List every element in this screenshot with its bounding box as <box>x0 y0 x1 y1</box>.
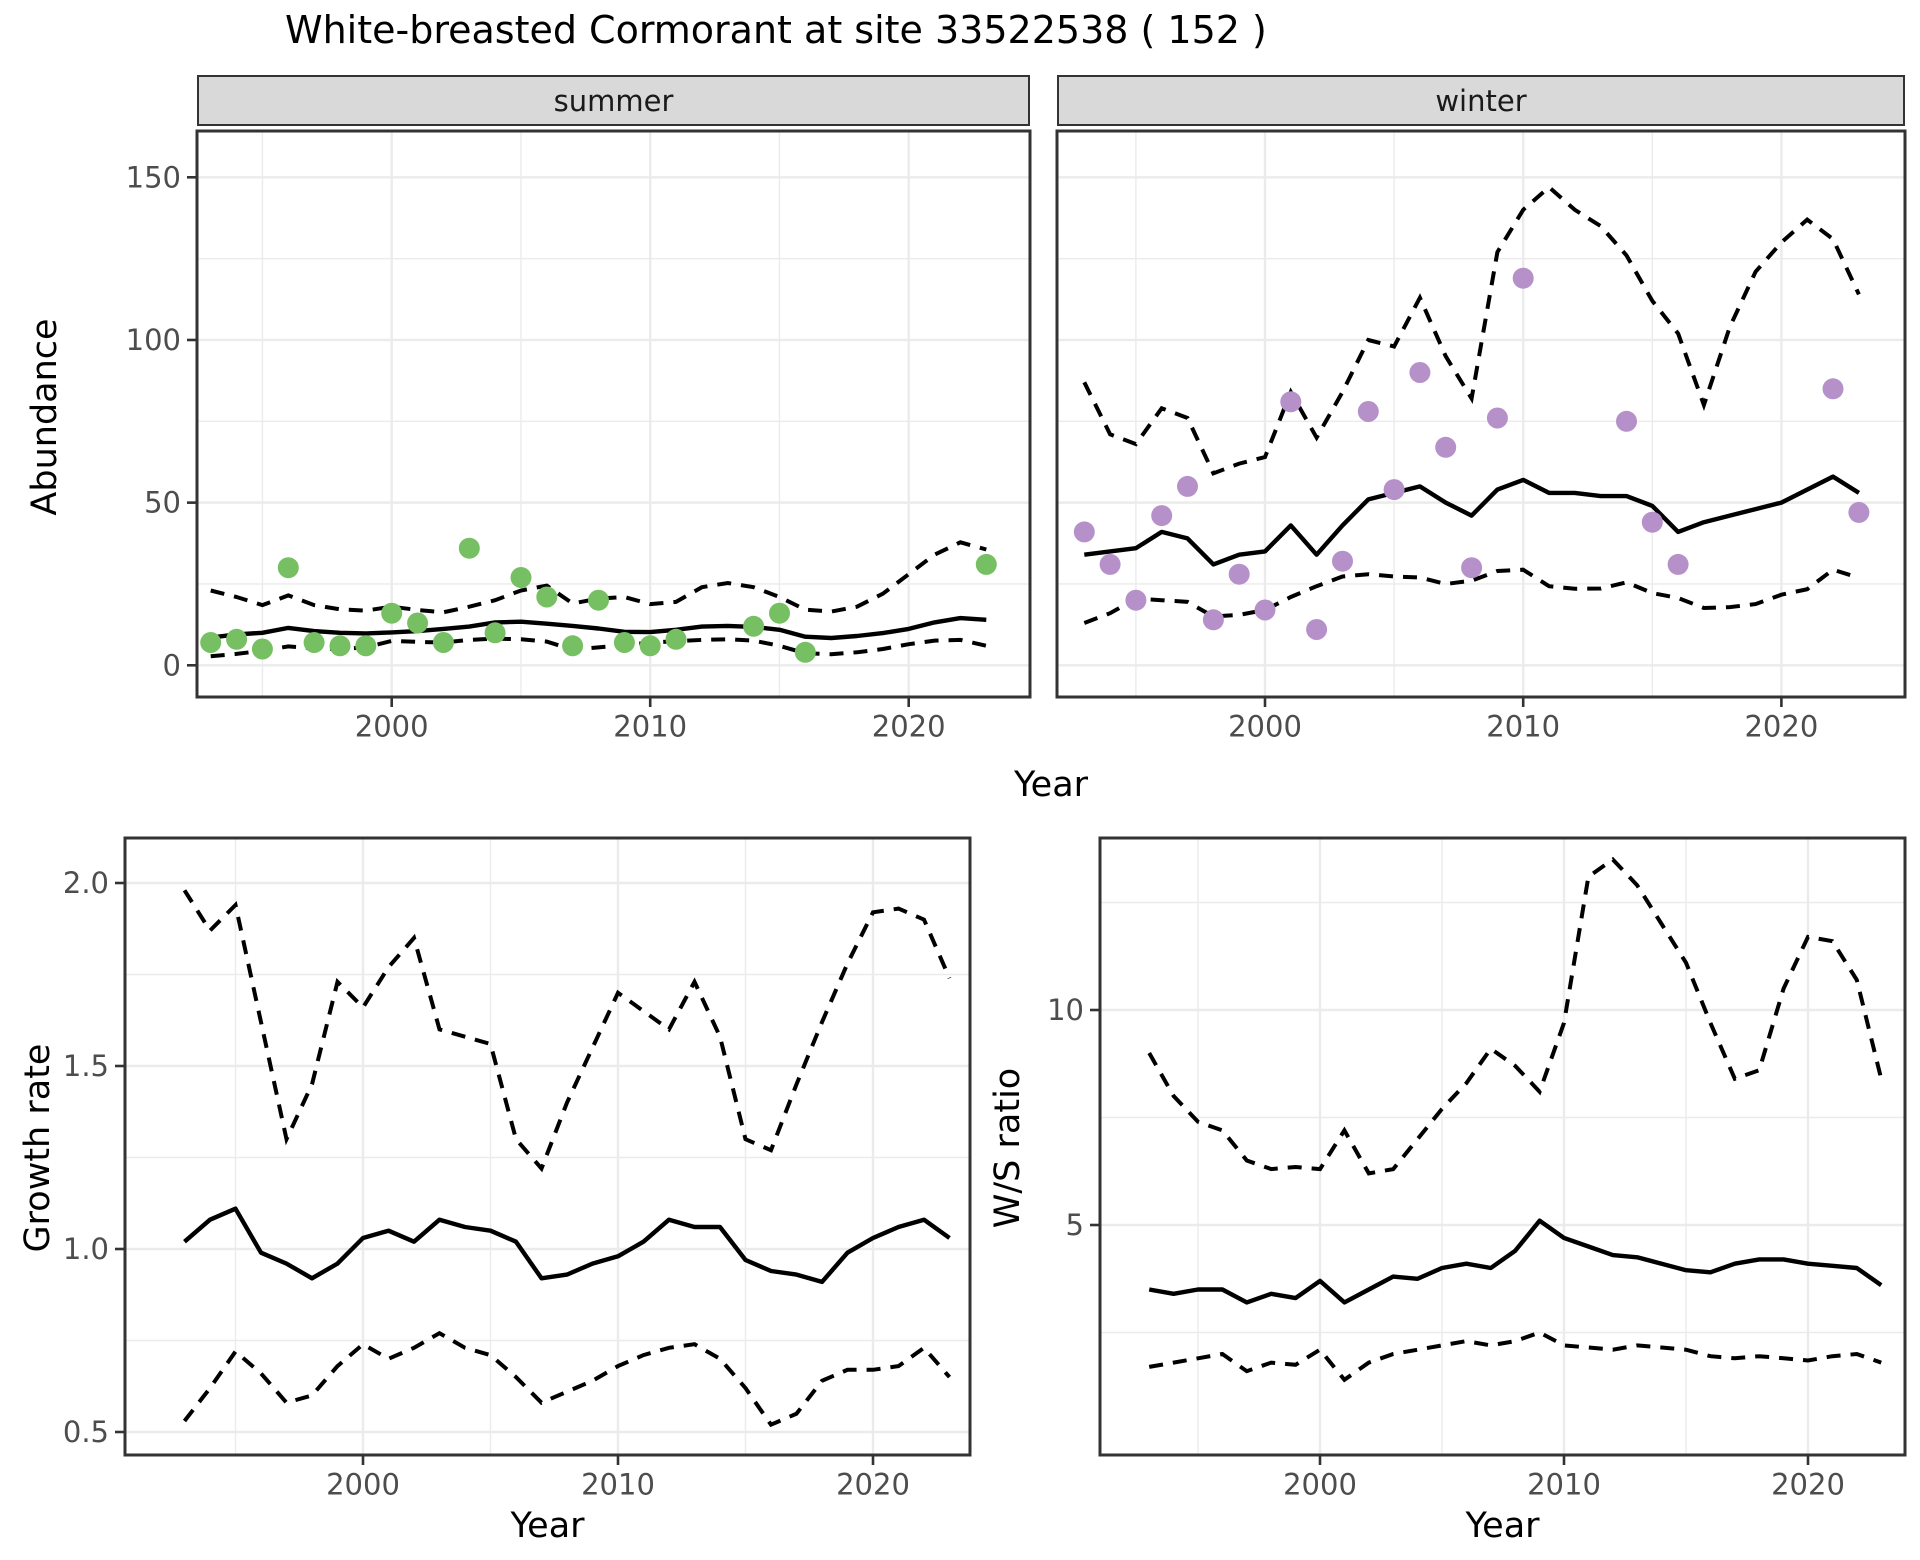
observed-point <box>1822 378 1844 400</box>
y-tick-label: 1.0 <box>63 1232 109 1266</box>
observed-point <box>769 602 790 624</box>
lower-ci-line <box>182 1330 952 1428</box>
fit-line <box>210 615 987 641</box>
y-tick-label: 0.5 <box>63 1415 109 1449</box>
x-tick-label: 2020 <box>1744 710 1818 744</box>
observed-point <box>1641 511 1663 533</box>
y-tick-label: 100 <box>126 323 181 357</box>
x-tick-label: 2010 <box>1527 1468 1601 1502</box>
lower-ci-line <box>1083 567 1860 625</box>
observed-point <box>1461 557 1483 579</box>
x-axis-label-year-ws: Year <box>1465 1506 1540 1546</box>
observed-point <box>1125 589 1147 611</box>
observed-point <box>484 622 506 644</box>
panel-border <box>1098 836 1907 1457</box>
y-axis-label-growth-rate: Growth rate <box>18 1043 58 1253</box>
x-tick-label: 2000 <box>1283 1468 1357 1502</box>
observed-point <box>1151 505 1173 527</box>
observed-point <box>639 635 661 657</box>
y-tick-label: 2.0 <box>63 866 109 900</box>
y-tick-label: 50 <box>144 486 181 520</box>
observed-point <box>1357 401 1379 422</box>
x-tick-label: 2000 <box>1228 710 1302 744</box>
observed-point <box>1280 391 1302 413</box>
y-tick-label: 1.5 <box>63 1049 109 1083</box>
x-tick-label: 2020 <box>1771 1468 1845 1502</box>
observed-point <box>588 589 609 611</box>
observed-point <box>1486 407 1508 429</box>
observed-point <box>536 586 558 608</box>
panel-border <box>195 129 1032 699</box>
observed-point <box>1332 550 1353 572</box>
observed-point <box>226 628 248 650</box>
observed-point <box>1409 362 1431 383</box>
observed-point <box>251 638 273 660</box>
y-axis-label-ws-ratio: W/S ratio <box>988 1067 1028 1229</box>
panel-growth-rate: 2000 2010 2020 0.5 1.0 1.5 2.0 <box>63 836 972 1502</box>
observed-point <box>1512 267 1534 289</box>
y-tick-label: 5 <box>1066 1208 1084 1242</box>
observed-point <box>1254 599 1276 621</box>
x-axis-label-year-top: Year <box>1013 765 1089 805</box>
panel-ws-ratio: 2000 2010 2020 5 10 <box>1047 836 1907 1502</box>
y-tick-label: 150 <box>126 160 181 194</box>
facet-strip-winter: winter <box>1057 75 1905 126</box>
observed-point <box>1202 609 1224 631</box>
observed-point <box>794 641 816 663</box>
observed-point <box>277 557 299 579</box>
observed-point <box>1616 410 1637 432</box>
observed-point <box>665 628 687 650</box>
x-tick-label: 2000 <box>355 710 429 744</box>
x-tick-label: 2000 <box>326 1468 400 1502</box>
panel-abundance-winter: 2000 2010 2020 <box>1055 129 1907 744</box>
observed-point <box>562 635 584 657</box>
facet-strip-summer: summer <box>197 75 1030 126</box>
fit-line <box>1148 1218 1883 1305</box>
observed-point <box>1383 479 1405 501</box>
upper-ci-line <box>210 540 987 615</box>
y-axis-label-abundance: Abundance <box>25 318 65 516</box>
upper-ci-line <box>1147 856 1884 1176</box>
facet-strip-winter-label: winter <box>1435 83 1527 118</box>
observed-point <box>355 635 377 657</box>
observed-point <box>1667 553 1689 575</box>
y-tick-label: 0 <box>163 648 181 682</box>
panel-abundance-summer: 2000 2010 2020 0 50 100 150 <box>126 129 1032 744</box>
upper-ci-line <box>1082 184 1861 476</box>
x-tick-label: 2020 <box>872 710 946 744</box>
lower-ci-line <box>1148 1330 1882 1383</box>
upper-ci-line <box>182 889 952 1173</box>
observed-point <box>303 632 325 653</box>
observed-point <box>432 632 454 653</box>
x-tick-label: 2010 <box>581 1468 655 1502</box>
observed-point <box>613 632 635 653</box>
fit-line <box>183 1206 951 1285</box>
x-tick-label: 2010 <box>1486 710 1560 744</box>
chart-title: White-breasted Cormorant at site 3352253… <box>285 8 1267 52</box>
observed-point <box>329 635 351 657</box>
observed-point <box>510 567 532 588</box>
observed-point <box>1177 475 1198 497</box>
x-tick-label: 2010 <box>613 710 687 744</box>
observed-point <box>458 537 480 559</box>
y-tick-label: 10 <box>1047 993 1084 1027</box>
observed-point <box>1228 563 1250 585</box>
observed-point <box>407 612 429 634</box>
x-axis-label-year-growth: Year <box>510 1506 585 1546</box>
observed-point <box>1848 501 1870 523</box>
observed-point <box>1073 521 1095 543</box>
observed-point <box>1435 436 1457 458</box>
observed-point <box>743 615 765 637</box>
observed-point <box>1306 619 1328 640</box>
panel-border <box>1055 129 1907 699</box>
fit-line <box>1084 474 1861 567</box>
observed-point <box>1099 553 1121 575</box>
observed-point <box>975 553 997 575</box>
x-tick-label: 2020 <box>836 1468 910 1502</box>
facet-strip-summer-label: summer <box>553 83 674 118</box>
observed-point <box>381 602 403 624</box>
observed-point <box>200 632 222 653</box>
panel-border <box>123 836 972 1457</box>
